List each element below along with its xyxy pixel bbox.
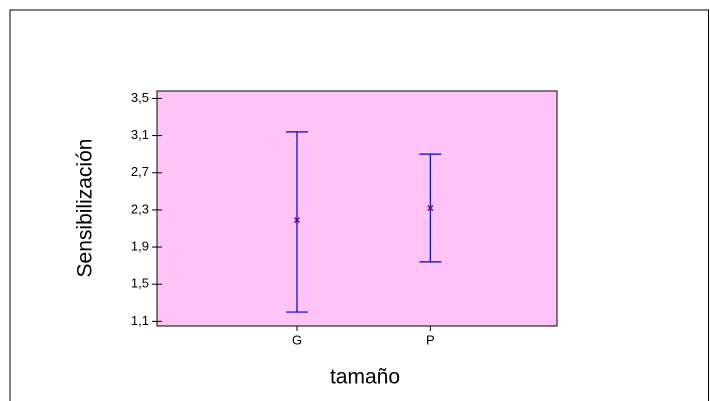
x-axis-label: tamaño [330,366,400,389]
y-axis-label: Sensibilización [74,139,97,278]
frame [9,9,709,401]
y-tick-label: 3,1 [131,127,149,142]
y-tick-label: 2,3 [131,201,149,216]
x-tick-label: G [292,332,302,347]
y-tick-label: 1,5 [131,276,149,291]
mean-marker [293,217,301,224]
error-bar [286,131,308,313]
y-tick-label: 3,5 [131,90,149,105]
y-tick-label: 1,1 [131,313,149,328]
y-tick-label: 2,7 [131,164,149,179]
x-tick-label: P [426,332,435,347]
plot-area [156,90,558,327]
y-tick-label: 1,9 [131,238,149,253]
mean-marker [427,205,434,212]
